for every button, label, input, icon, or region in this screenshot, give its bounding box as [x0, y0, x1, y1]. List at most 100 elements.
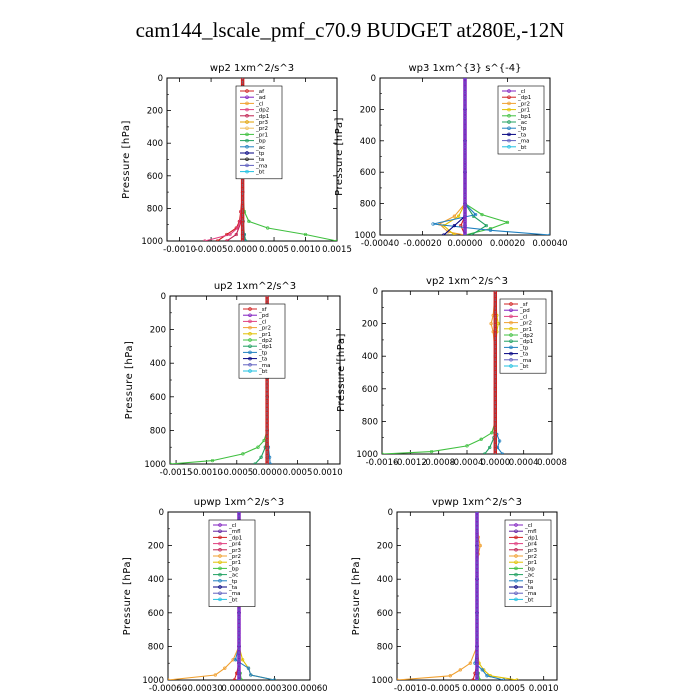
y-tick-label: 400	[362, 352, 378, 362]
legend-marker	[245, 169, 249, 174]
series-point_tp	[473, 212, 478, 217]
legend-marker	[514, 523, 518, 527]
legend-label: _tp	[517, 126, 527, 132]
x-tick-label: -0.00020	[403, 239, 441, 249]
x-tick-label: 0.0005	[283, 468, 313, 478]
legend-marker	[248, 369, 252, 373]
panel-title: upwp 1xm^2/s^3	[194, 497, 284, 508]
legend-label: _bt	[255, 170, 265, 176]
series-point_ta	[452, 223, 457, 228]
series-point_dp2	[490, 431, 494, 435]
profile-marker	[237, 676, 241, 680]
legend-marker	[507, 95, 511, 99]
panel-2: up2 1xm^2/s^302004006008001000-0.0015-0.…	[124, 281, 343, 478]
series-point_bp1	[480, 212, 484, 217]
legend-label: _cl	[517, 89, 526, 95]
x-tick-label: 0.0008	[537, 458, 567, 468]
legend-marker	[245, 151, 249, 155]
y-tick-label: 200	[148, 542, 164, 552]
legend-marker	[514, 548, 518, 552]
series-point_tp	[246, 666, 251, 670]
series-point_ta	[442, 233, 446, 235]
legend-label: _pr3	[255, 120, 269, 126]
legend-marker	[245, 163, 249, 168]
profile-marker	[265, 462, 269, 464]
legend-marker	[248, 332, 252, 336]
series-point_pr2	[458, 668, 462, 672]
panel-title: wp3 1xm^{3} s^{-4}	[408, 63, 521, 74]
legend-marker	[245, 120, 249, 124]
series-point_pr2	[448, 674, 452, 678]
y-tick-label: 600	[360, 168, 376, 178]
legend-label: _cl	[255, 101, 264, 107]
x-tick-label: -0.0005	[427, 684, 460, 694]
legend-label: _pr1	[255, 132, 268, 138]
legend-marker	[514, 560, 518, 564]
legend-label: _pr3	[228, 548, 242, 554]
legend-label: _pr2	[255, 126, 268, 132]
legend-label: _af	[255, 89, 265, 95]
x-tick-label: 0.0000	[462, 684, 492, 694]
legend-marker	[514, 566, 518, 571]
panel-title: vpwp 1xm^2/s^3	[432, 497, 522, 508]
series-point_dp1	[483, 452, 487, 454]
y-axis-label: Pressure [hPa]	[334, 117, 345, 196]
legend-marker	[514, 541, 518, 546]
series-point_tp	[268, 462, 272, 464]
x-tick-label: 0.0015	[322, 245, 352, 255]
x-tick-label: 0.0000	[228, 245, 258, 255]
y-tick-label: 400	[148, 575, 164, 585]
legend-label: _cl	[258, 319, 267, 325]
legend-box	[499, 298, 547, 374]
series-point_pr1	[477, 661, 481, 665]
legend-label: _ta	[517, 132, 526, 138]
legend-label: _ad	[255, 95, 266, 101]
panel-title: vp2 1xm^2/s^3	[426, 276, 508, 287]
profile-marker	[265, 460, 269, 464]
series-point_dp2	[210, 458, 215, 463]
series-line_pr1	[442, 78, 466, 235]
series-point_tp	[485, 674, 489, 678]
y-tick-label: 1000	[144, 460, 166, 470]
legend: _sf_pd_cl_pr2_pr1_dp2_dp1_tp_ta_ma_bt	[238, 303, 286, 379]
series-point_bp	[239, 678, 244, 680]
y-tick-label: 200	[362, 320, 378, 330]
y-axis-label: Pressure [hPa]	[121, 120, 132, 199]
y-tick-label: 600	[150, 393, 166, 403]
legend: _af_ad_cl_dp2_dp1_pr3_pr2_pr1_bp_ac_tp_t…	[235, 85, 283, 180]
legend-marker	[245, 114, 249, 118]
y-tick-label: 600	[148, 609, 164, 619]
legend-label: _ta	[228, 585, 237, 591]
y-tick-label: 600	[377, 609, 393, 619]
legend-label: _sf	[519, 302, 529, 308]
legend-marker	[218, 579, 222, 583]
legend-label: _cl	[519, 314, 528, 320]
y-tick-label: 400	[360, 137, 376, 147]
legend-marker	[248, 325, 252, 330]
legend-label: _ac	[524, 573, 534, 579]
series-point_tp	[548, 233, 550, 235]
legend-label: _ma	[255, 163, 267, 169]
series-point_dp2	[203, 239, 207, 241]
legend-label: _dp1	[524, 535, 538, 541]
y-axis-label: Pressure [hPa]	[351, 557, 362, 636]
legend-marker	[218, 597, 222, 602]
y-tick-label: 400	[150, 359, 166, 369]
x-tick-label: -0.0010	[190, 468, 223, 478]
x-tick-label: 0.0000	[480, 458, 510, 468]
legend-marker	[509, 339, 513, 343]
series-point_pr1	[515, 678, 519, 680]
x-tick-label: 0.0010	[313, 468, 343, 478]
legend-label: _cl	[228, 523, 237, 529]
y-tick-label: 200	[360, 105, 376, 115]
y-tick-label: 800	[148, 642, 164, 652]
y-tick-label: 600	[147, 172, 163, 182]
legend-marker	[507, 101, 511, 106]
legend-label: _tp	[519, 345, 529, 351]
legend-label: _bt	[519, 364, 529, 370]
x-tick-label: 0.00030	[257, 684, 292, 694]
legend-label: _pr1	[519, 327, 532, 333]
legend-label: _bp1	[517, 114, 531, 120]
legend-label: _sf	[258, 307, 268, 313]
